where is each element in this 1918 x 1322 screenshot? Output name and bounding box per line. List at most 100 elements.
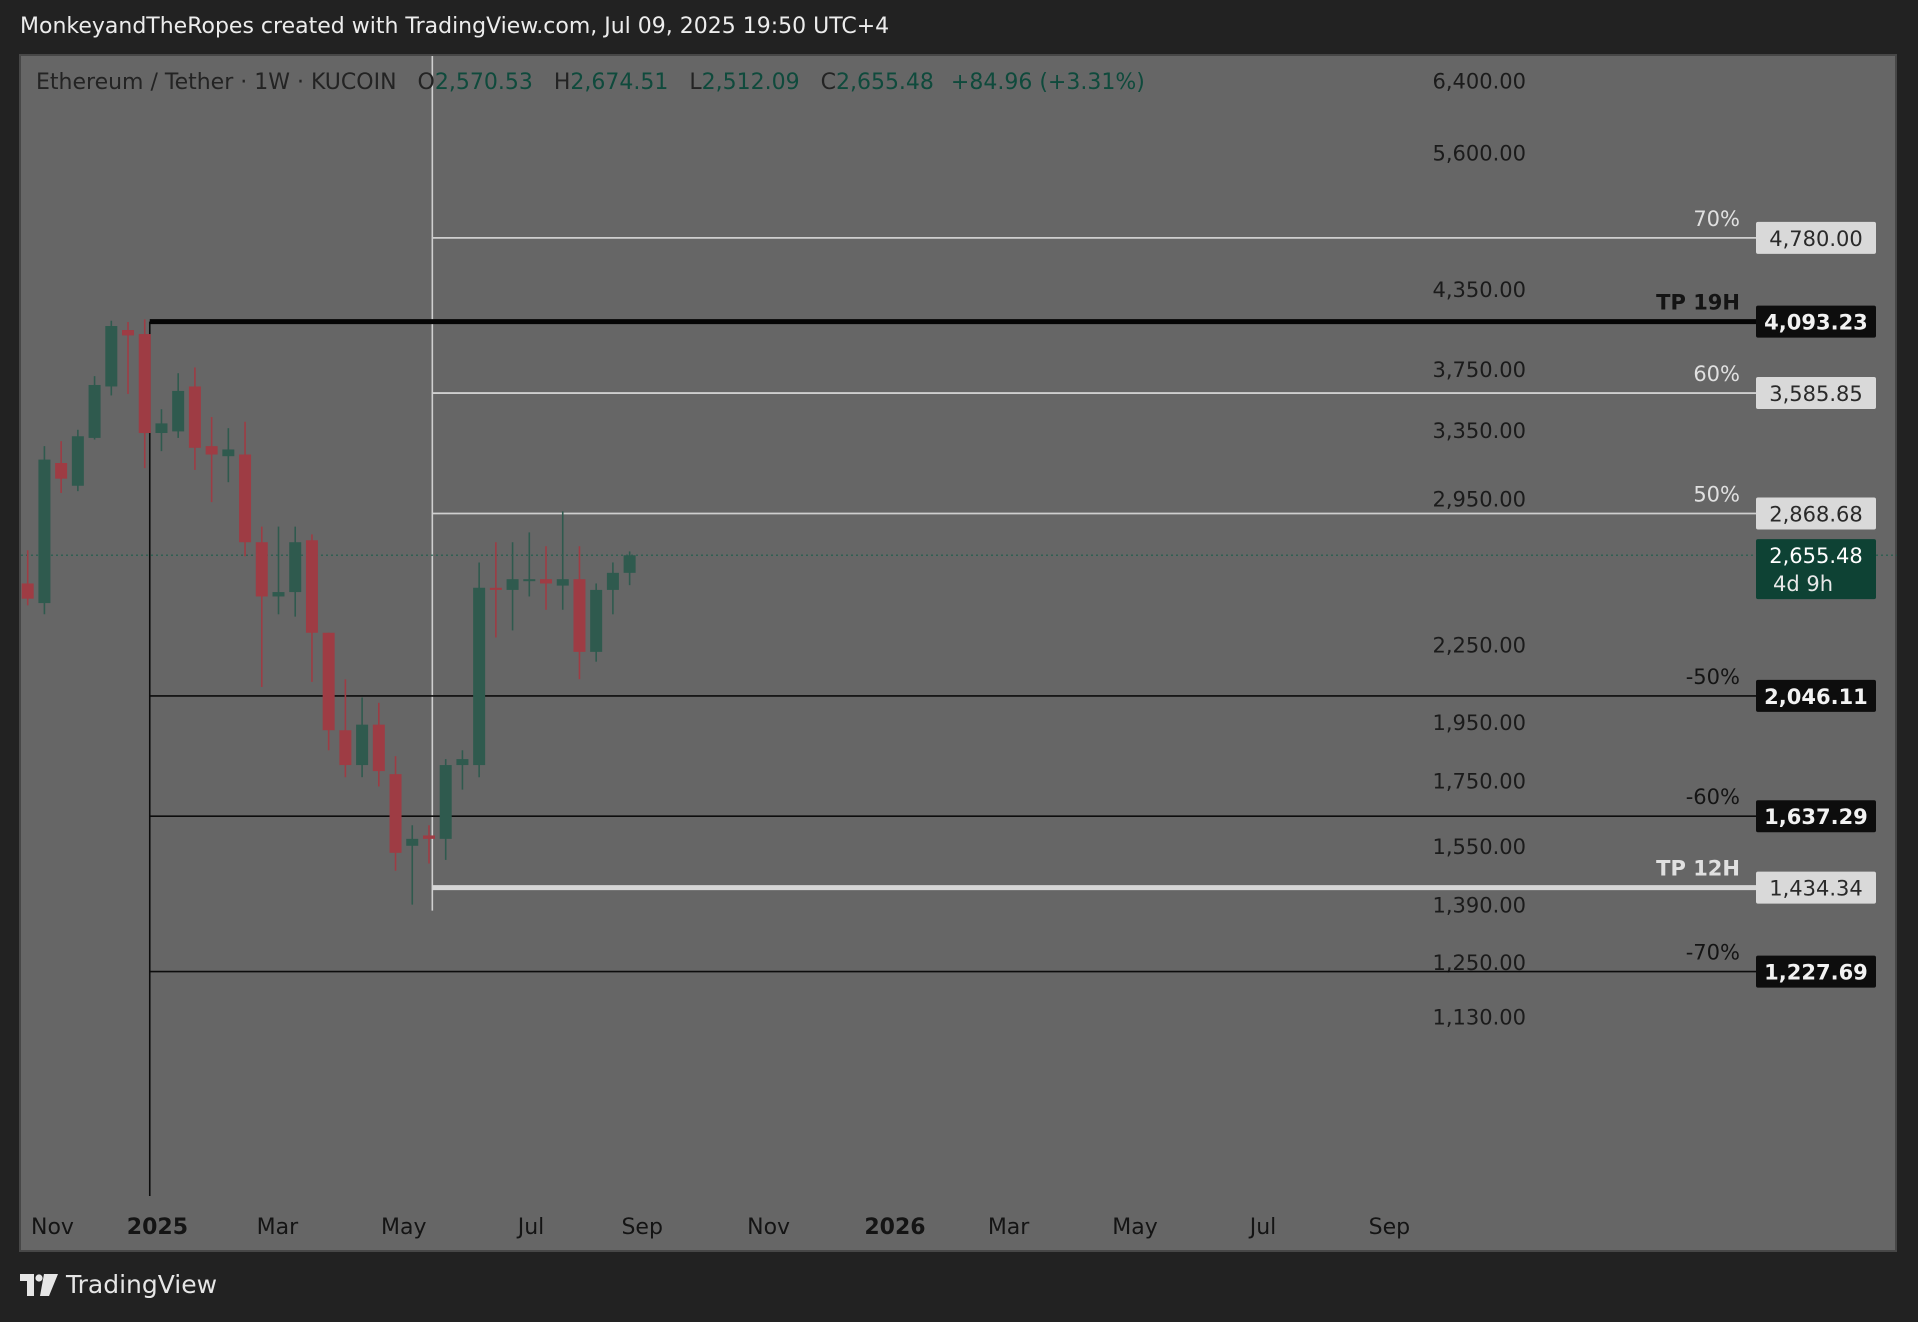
candle-body <box>506 579 519 590</box>
legend-symbol[interactable]: Ethereum / Tether · 1W · KUCOIN <box>36 70 397 95</box>
y-axis-tick-label: 2,950.00 <box>1432 487 1526 511</box>
candle <box>138 319 151 469</box>
candle-body <box>21 583 34 599</box>
y-axis-tick-label: 2,250.00 <box>1432 634 1526 658</box>
x-axis-tick-label: Sep <box>1369 1215 1410 1240</box>
y-axis-tick-label: 1,550.00 <box>1432 835 1526 859</box>
candle <box>523 532 536 597</box>
candle-body <box>606 572 619 590</box>
candle <box>422 825 435 864</box>
candle <box>188 367 201 470</box>
current-price-countdown: 4d 9h <box>1773 572 1833 596</box>
level-price-box <box>1756 871 1876 904</box>
legend-high-label: H <box>553 70 571 95</box>
candle <box>38 446 51 615</box>
candle-body <box>205 446 218 455</box>
x-axis-tick-label: May <box>1112 1215 1157 1240</box>
candle-body <box>239 454 252 543</box>
candle <box>489 542 502 638</box>
level-label: -70% <box>1686 941 1740 965</box>
y-axis-tick-label: 6,400.00 <box>1432 69 1526 93</box>
candle-body <box>590 589 603 652</box>
legend-change: +84.96 (+3.31%) <box>950 70 1145 95</box>
level-price-label: 1,434.34 <box>1769 877 1863 901</box>
candle <box>239 421 252 557</box>
candle-body <box>122 330 135 336</box>
level-label: 60% <box>1693 362 1740 386</box>
level-price-box <box>1756 955 1876 988</box>
candle-body <box>38 459 51 604</box>
candle <box>272 526 285 615</box>
level-price-box <box>1756 679 1876 712</box>
x-axis-tick-label: Mar <box>257 1215 299 1240</box>
candle-body <box>556 579 569 586</box>
level-price-box <box>1756 800 1876 833</box>
candle <box>372 702 385 787</box>
candle-body <box>356 724 369 766</box>
candle <box>339 679 352 778</box>
candle-body <box>573 579 586 652</box>
candle <box>356 697 369 778</box>
candle-body <box>372 724 385 772</box>
candle-body <box>138 334 151 434</box>
candle-body <box>422 835 435 839</box>
chart-header-title: MonkeyandTheRopes created with TradingVi… <box>20 14 890 39</box>
price-chart[interactable]: 6,400.00 5,600.00 4,350.00 3,750.00 3,350.00… <box>21 56 1897 1250</box>
legend-low-label: L <box>689 70 702 95</box>
candle <box>289 526 302 617</box>
candle-body <box>305 540 318 633</box>
footer-brand[interactable]: TradingView <box>20 1270 217 1299</box>
current-price-label: 2,655.48 <box>1769 544 1863 568</box>
candle <box>540 546 553 610</box>
x-axis-tick-label: Nov <box>31 1215 74 1240</box>
x-axis-tick-label: Mar <box>988 1215 1030 1240</box>
candle <box>389 756 402 871</box>
x-axis-tick-label: Nov <box>747 1215 790 1240</box>
candle <box>406 825 419 905</box>
candle <box>322 632 335 751</box>
candle-body <box>155 423 168 434</box>
candle <box>88 376 101 440</box>
y-axis-tick-label: 3,350.00 <box>1432 419 1526 443</box>
legend-open-label: O <box>417 70 435 95</box>
candle <box>623 551 636 586</box>
candle <box>105 320 118 396</box>
candle <box>439 759 452 860</box>
candle <box>55 441 68 493</box>
level-price-label: 2,046.11 <box>1764 685 1868 709</box>
y-axis-tick-label: 4,350.00 <box>1432 278 1526 302</box>
level-price-label: 4,780.00 <box>1769 227 1863 251</box>
ohlc-legend: Ethereum / Tether · 1W · KUCOIN O2,570.5… <box>36 70 1145 95</box>
candle-body <box>439 765 452 839</box>
level-label: -50% <box>1686 665 1740 689</box>
y-axis-tick-label: 5,600.00 <box>1432 141 1526 165</box>
candle-body <box>222 449 235 457</box>
candle <box>556 511 569 610</box>
level-price-label: 2,868.68 <box>1769 503 1863 527</box>
candle-body <box>406 838 419 846</box>
candle <box>473 562 486 778</box>
candle <box>456 750 469 790</box>
legend-low-value: 2,512.09 <box>701 70 800 95</box>
candle <box>172 373 185 438</box>
candle-body <box>540 579 553 584</box>
footer-brand-name: TradingView <box>66 1270 218 1299</box>
candle <box>590 583 603 662</box>
y-axis-tick-label: 1,750.00 <box>1432 769 1526 793</box>
candle-body <box>456 759 469 766</box>
candle <box>122 322 135 394</box>
current-price-box <box>1756 539 1876 600</box>
candle <box>255 526 268 688</box>
level-price-box <box>1756 305 1876 338</box>
candle-body <box>339 730 352 766</box>
level-price-label: 4,093.23 <box>1764 311 1868 335</box>
level-price-label: 3,585.85 <box>1769 382 1863 406</box>
level-price-box <box>1756 221 1876 254</box>
level-label: -60% <box>1686 785 1740 809</box>
candle-body <box>255 542 268 597</box>
candle-body <box>623 555 636 573</box>
level-price-box <box>1756 377 1876 410</box>
candle-body <box>289 542 302 593</box>
candle-body <box>389 774 402 853</box>
candle-body <box>88 384 101 438</box>
